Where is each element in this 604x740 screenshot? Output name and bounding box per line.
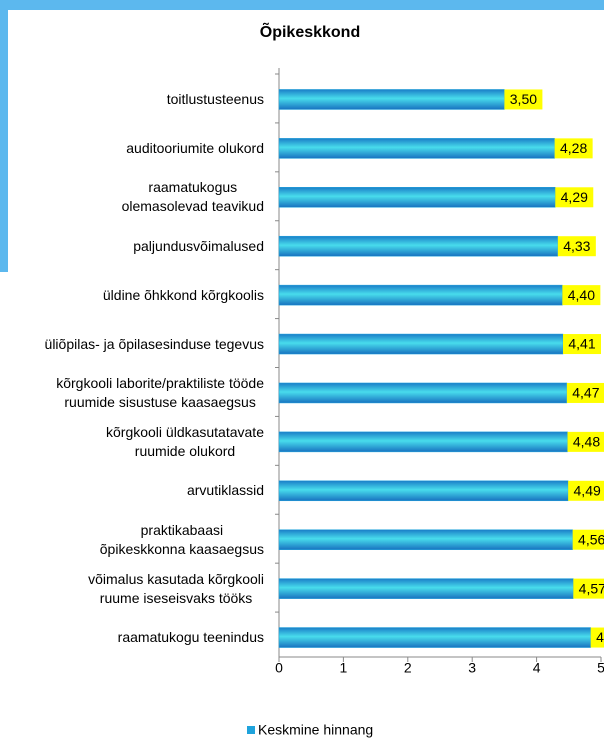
value-label-box bbox=[555, 187, 594, 208]
bar bbox=[278, 284, 563, 306]
y-tick-label-text: kõrgkooli üldkasutatavate ruumide olukor… bbox=[106, 423, 264, 459]
value-label: 4,29 bbox=[561, 189, 588, 205]
y-tick-label: toitlustusteenus bbox=[0, 90, 264, 109]
bar bbox=[278, 529, 573, 550]
bar bbox=[278, 627, 591, 648]
bar bbox=[278, 578, 574, 599]
y-tick-label-text: üliõpilas- ja õpilasesinduse tegevus bbox=[44, 335, 264, 352]
bar bbox=[278, 480, 569, 502]
value-label-box bbox=[504, 89, 543, 110]
x-tick-label: 2 bbox=[404, 660, 412, 676]
value-label: 4,47 bbox=[572, 385, 599, 401]
x-tick-label: 4 bbox=[533, 660, 541, 676]
value-label: 4,57 bbox=[579, 580, 604, 596]
bar bbox=[278, 187, 556, 208]
value-label: 3,50 bbox=[510, 91, 537, 107]
y-tick-label: raamatukogu teenindus bbox=[0, 628, 264, 647]
y-tick-label-text: raamatukogus olemasolevad teavikud bbox=[121, 179, 264, 215]
value-label-box bbox=[566, 382, 604, 403]
y-tick-label: auditooriumite olukord bbox=[0, 139, 264, 158]
bar bbox=[278, 431, 568, 453]
y-tick-label-text: võimalus kasutada kõrgkooli ruume isesei… bbox=[88, 570, 264, 606]
value-label: 4,48 bbox=[573, 434, 600, 450]
y-tick-label-text: üldine õhkkond kõrgkoolis bbox=[102, 286, 264, 303]
value-label: 4,49 bbox=[574, 482, 601, 498]
value-label: 4,33 bbox=[563, 238, 590, 254]
bar bbox=[278, 382, 568, 404]
legend-label: Keskmine hinnang bbox=[258, 722, 373, 738]
value-label-box bbox=[568, 480, 604, 501]
chart-panel bbox=[8, 10, 604, 740]
y-tick-label: kõrgkooli laborite/praktiliste tööde ruu… bbox=[0, 374, 264, 412]
value-label-box bbox=[573, 578, 604, 599]
y-tick-label: raamatukogus olemasolevad teavikud bbox=[0, 178, 264, 216]
y-tick-label: kõrgkooli üldkasutatavate ruumide olukor… bbox=[0, 423, 264, 461]
value-label: 4,41 bbox=[568, 336, 595, 352]
y-tick-label-text: raamatukogu teenindus bbox=[117, 629, 264, 646]
x-tick-label: 0 bbox=[275, 660, 283, 676]
chart-title: Õpikeskkond bbox=[260, 21, 360, 41]
value-label: 4,28 bbox=[560, 140, 587, 156]
y-tick-label-text: paljundusvõimalused bbox=[133, 237, 264, 254]
y-tick-label: praktikabaasi õpikeskkonna kaasaegsus bbox=[0, 521, 264, 559]
y-tick-label: üliõpilas- ja õpilasesinduse tegevus bbox=[0, 335, 264, 354]
value-label-box bbox=[557, 236, 596, 257]
y-tick-label-text: kõrgkooli laborite/praktiliste tööde ruu… bbox=[56, 374, 264, 410]
x-tick-label: 1 bbox=[340, 660, 348, 676]
x-tick-label: 5 bbox=[597, 660, 604, 676]
value-label-box bbox=[567, 431, 604, 452]
value-label-box bbox=[572, 529, 604, 550]
x-tick-label: 3 bbox=[468, 660, 476, 676]
y-tick-label-text: arvutiklassid bbox=[186, 482, 264, 499]
value-label-box bbox=[554, 138, 593, 159]
value-label: 4,56 bbox=[578, 531, 604, 547]
bar bbox=[278, 333, 564, 355]
y-tick-label-text: praktikabaasi õpikeskkonna kaasaegsus bbox=[99, 521, 264, 557]
y-tick-label: paljundusvõimalused bbox=[0, 237, 264, 256]
background-strip bbox=[0, 0, 8, 272]
y-tick-label-text: auditooriumite olukord bbox=[126, 139, 264, 156]
value-label: 4,40 bbox=[568, 287, 595, 303]
y-tick-label-text: toitlustusteenus bbox=[166, 90, 264, 107]
y-tick-label: arvutiklassid bbox=[0, 481, 264, 500]
bar bbox=[278, 235, 559, 257]
value-label-box bbox=[590, 627, 604, 648]
value-label: 4,84 bbox=[596, 629, 604, 645]
bar bbox=[278, 89, 505, 110]
legend-swatch bbox=[247, 726, 255, 734]
y-tick-label: üldine õhkkond kõrgkoolis bbox=[0, 286, 264, 305]
background-strip bbox=[0, 0, 604, 10]
value-label-box bbox=[562, 285, 601, 306]
bar bbox=[278, 138, 555, 159]
y-tick-label: võimalus kasutada kõrgkooli ruume isesei… bbox=[0, 570, 264, 608]
value-label-box bbox=[563, 334, 602, 355]
